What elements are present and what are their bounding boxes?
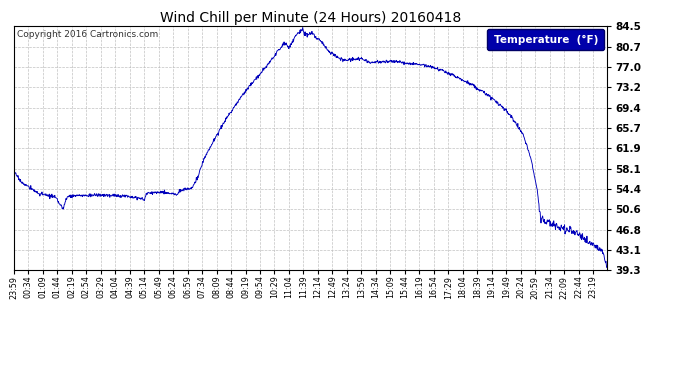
- Legend: Temperature  (°F): Temperature (°F): [487, 29, 604, 50]
- Text: Copyright 2016 Cartronics.com: Copyright 2016 Cartronics.com: [17, 30, 158, 39]
- Title: Wind Chill per Minute (24 Hours) 20160418: Wind Chill per Minute (24 Hours) 2016041…: [160, 11, 461, 25]
